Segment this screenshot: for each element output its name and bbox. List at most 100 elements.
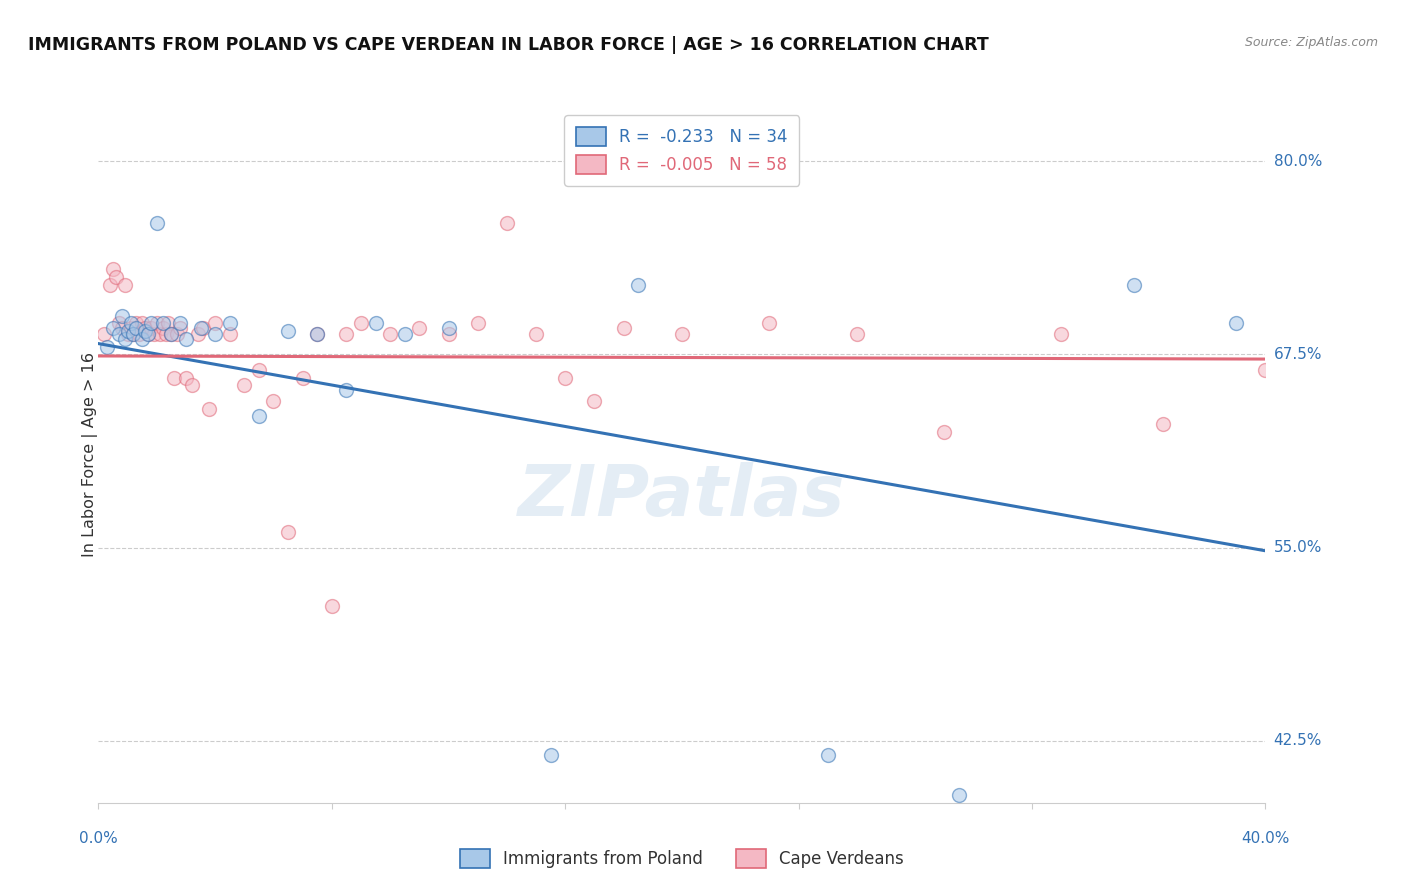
Text: 40.0%: 40.0%	[1241, 830, 1289, 846]
Point	[108, 327, 131, 342]
Point	[627, 277, 650, 292]
Text: 55.0%: 55.0%	[1274, 541, 1322, 555]
Point	[139, 321, 162, 335]
Point	[152, 317, 174, 331]
Point	[169, 317, 191, 331]
Point	[120, 321, 142, 335]
Point	[122, 327, 145, 342]
Point	[136, 327, 159, 342]
Point	[166, 327, 188, 342]
Point	[524, 327, 547, 342]
Point	[495, 216, 517, 230]
Point	[160, 327, 183, 342]
Point	[554, 370, 576, 384]
Point	[262, 393, 284, 408]
Point	[1254, 363, 1277, 377]
Point	[934, 425, 956, 439]
Point	[131, 332, 153, 346]
Point	[198, 401, 221, 416]
Point	[136, 327, 159, 342]
Point	[108, 317, 131, 331]
Legend: Immigrants from Poland, Cape Verdeans: Immigrants from Poland, Cape Verdeans	[453, 842, 911, 874]
Point	[114, 332, 136, 346]
Point	[204, 317, 226, 331]
Point	[437, 321, 460, 335]
Text: 0.0%: 0.0%	[79, 830, 118, 846]
Point	[1152, 417, 1174, 431]
Point	[612, 321, 634, 335]
Point	[117, 327, 139, 342]
Point	[125, 317, 148, 331]
Point	[117, 324, 139, 338]
Point	[146, 317, 169, 331]
Point	[350, 317, 373, 331]
Point	[247, 363, 270, 377]
Point	[149, 327, 172, 342]
Point	[540, 747, 562, 762]
Point	[437, 327, 460, 342]
Text: Source: ZipAtlas.com: Source: ZipAtlas.com	[1244, 36, 1378, 49]
Point	[1050, 327, 1073, 342]
Point	[335, 327, 357, 342]
Point	[111, 309, 134, 323]
Point	[948, 788, 970, 802]
Y-axis label: In Labor Force | Age > 16: In Labor Force | Age > 16	[82, 352, 98, 558]
Point	[169, 321, 191, 335]
Text: ZIPatlas: ZIPatlas	[519, 462, 845, 531]
Point	[139, 317, 162, 331]
Point	[218, 327, 240, 342]
Point	[155, 327, 177, 342]
Point	[125, 321, 148, 335]
Point	[817, 747, 839, 762]
Point	[111, 321, 134, 335]
Point	[120, 317, 142, 331]
Point	[307, 327, 329, 342]
Point	[134, 321, 156, 335]
Point	[1225, 317, 1247, 331]
Point	[152, 321, 174, 335]
Point	[174, 370, 197, 384]
Point	[190, 321, 212, 335]
Point	[114, 277, 136, 292]
Point	[845, 327, 868, 342]
Point	[671, 327, 693, 342]
Point	[101, 321, 124, 335]
Point	[583, 393, 606, 408]
Text: 67.5%: 67.5%	[1274, 347, 1322, 362]
Point	[758, 317, 780, 331]
Point	[1123, 277, 1146, 292]
Point	[193, 321, 215, 335]
Point	[134, 324, 156, 338]
Point	[321, 599, 343, 614]
Point	[128, 327, 150, 342]
Text: 80.0%: 80.0%	[1274, 153, 1322, 169]
Point	[187, 327, 209, 342]
Point	[122, 327, 145, 342]
Point	[467, 317, 489, 331]
Point	[307, 327, 329, 342]
Point	[174, 332, 197, 346]
Point	[378, 327, 402, 342]
Point	[364, 317, 387, 331]
Point	[204, 327, 226, 342]
Text: 42.5%: 42.5%	[1274, 733, 1322, 748]
Text: IMMIGRANTS FROM POLAND VS CAPE VERDEAN IN LABOR FORCE | AGE > 16 CORRELATION CHA: IMMIGRANTS FROM POLAND VS CAPE VERDEAN I…	[28, 36, 988, 54]
Point	[218, 317, 240, 331]
Point	[291, 370, 314, 384]
Point	[163, 370, 186, 384]
Point	[146, 216, 169, 230]
Point	[233, 378, 256, 392]
Point	[98, 277, 121, 292]
Point	[157, 317, 180, 331]
Point	[277, 525, 299, 540]
Point	[93, 327, 115, 342]
Point	[247, 409, 270, 424]
Point	[180, 378, 202, 392]
Point	[408, 321, 430, 335]
Point	[131, 317, 153, 331]
Point	[160, 327, 183, 342]
Point	[335, 383, 357, 397]
Point	[394, 327, 416, 342]
Point	[277, 324, 299, 338]
Point	[96, 340, 118, 354]
